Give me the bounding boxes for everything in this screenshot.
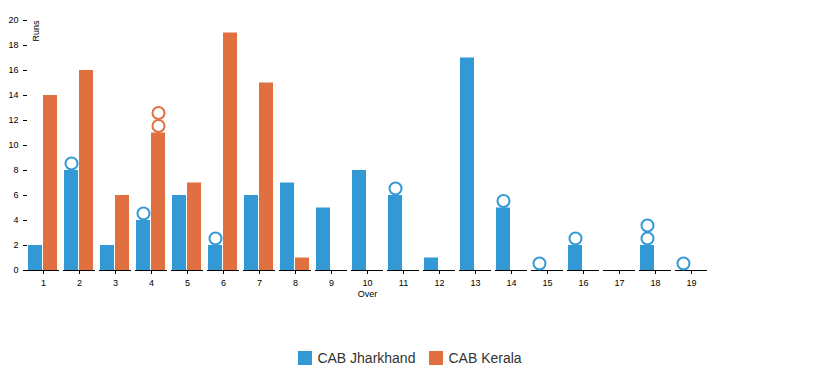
svg-text:6: 6 <box>221 278 226 288</box>
svg-text:20: 20 <box>8 15 18 25</box>
svg-text:Runs: Runs <box>31 20 41 42</box>
svg-text:14: 14 <box>506 278 516 288</box>
svg-text:10: 10 <box>8 140 18 150</box>
svg-text:4: 4 <box>149 278 154 288</box>
svg-text:12: 12 <box>8 115 18 125</box>
svg-text:Over: Over <box>358 289 378 299</box>
svg-text:2: 2 <box>77 278 82 288</box>
svg-text:8: 8 <box>293 278 298 288</box>
svg-text:9: 9 <box>329 278 334 288</box>
svg-text:3: 3 <box>113 278 118 288</box>
svg-text:7: 7 <box>257 278 262 288</box>
svg-text:17: 17 <box>614 278 624 288</box>
html-text:CAB Jharkhand: CAB Jharkhand <box>317 350 416 366</box>
svg-text:1: 1 <box>41 278 46 288</box>
svg-text:4: 4 <box>13 215 18 225</box>
svg-text:16: 16 <box>8 65 18 75</box>
svg-text:11: 11 <box>399 278 408 288</box>
svg-text:13: 13 <box>470 278 480 288</box>
svg-text:12: 12 <box>434 278 444 288</box>
svg-text:6: 6 <box>13 190 18 200</box>
html-text:CAB Kerala: CAB Kerala <box>448 350 522 366</box>
svg-text:10: 10 <box>362 278 372 288</box>
svg-text:14: 14 <box>8 90 18 100</box>
svg-text:2: 2 <box>13 240 18 250</box>
svg-text:15: 15 <box>542 278 552 288</box>
svg-text:8: 8 <box>13 165 18 175</box>
svg-text:18: 18 <box>8 40 18 50</box>
svg-text:19: 19 <box>686 278 696 288</box>
svg-text:18: 18 <box>650 278 660 288</box>
svg-text:16: 16 <box>578 278 588 288</box>
svg-text:5: 5 <box>185 278 190 288</box>
svg-text:0: 0 <box>13 265 18 275</box>
